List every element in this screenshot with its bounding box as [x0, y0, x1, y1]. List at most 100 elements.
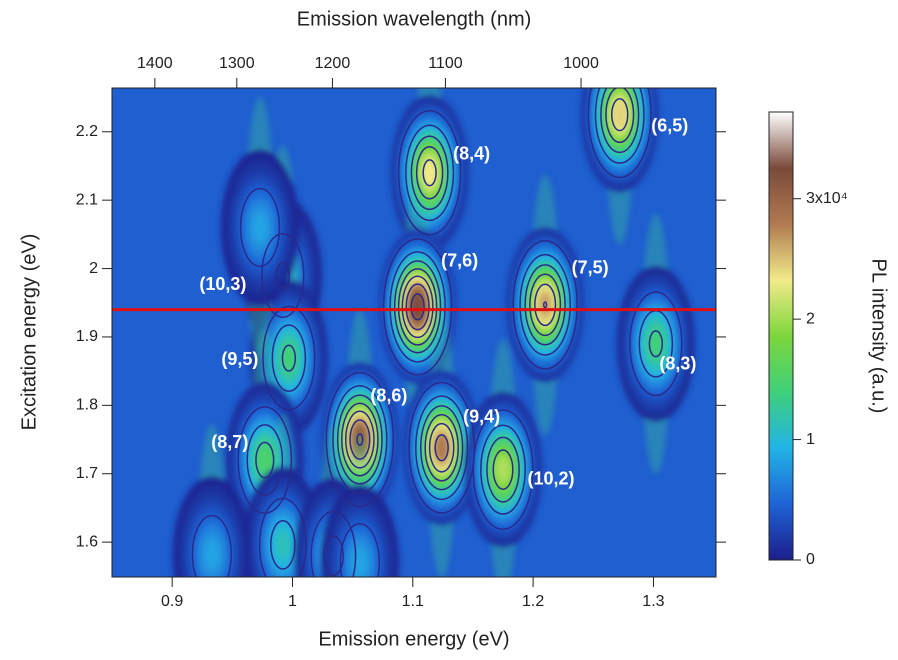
contour	[322, 535, 344, 577]
contour	[408, 381, 476, 514]
y-tick-label: 1.9	[76, 328, 98, 345]
x-tick-label: 1.2	[522, 593, 544, 610]
contour	[410, 135, 449, 211]
contour	[246, 424, 284, 497]
colorbar-tick-label: 1	[806, 431, 815, 448]
contour	[410, 293, 425, 321]
contour	[271, 324, 307, 392]
contour	[524, 264, 566, 346]
peak-label: (10,3)	[199, 274, 246, 294]
x2-axis-label: Emission wavelength (nm)	[297, 8, 532, 30]
contour	[428, 422, 455, 473]
contour	[191, 514, 233, 577]
plot-frame	[111, 87, 717, 578]
contour	[349, 419, 371, 460]
x2-tick-label: 1200	[315, 55, 351, 72]
peak-level	[253, 214, 267, 241]
contour	[611, 97, 629, 132]
peak-level	[613, 102, 627, 128]
peak-label: (6,5)	[651, 115, 688, 135]
peak-label: (7,5)	[572, 258, 609, 278]
contour	[270, 519, 296, 570]
contour	[356, 433, 364, 446]
contour	[472, 409, 534, 530]
y-tick-label: 1.6	[76, 533, 98, 550]
x2-tick-label: 1000	[563, 55, 599, 72]
peak-level	[538, 292, 552, 318]
colorbar-tick-label: 3x10⁴	[806, 190, 848, 207]
x2-tick-label: 1400	[137, 55, 173, 72]
contour	[529, 273, 562, 337]
y-tick-label: 2.1	[76, 191, 98, 208]
y-tick-label: 2	[89, 260, 98, 277]
peak-label: (9,4)	[463, 406, 500, 426]
peak-label: (8,7)	[211, 432, 248, 452]
contour	[393, 260, 442, 354]
contour	[519, 253, 571, 356]
contour	[415, 146, 444, 200]
y-tick-label: 1.7	[76, 465, 98, 482]
contour	[389, 251, 446, 363]
peak-level	[282, 345, 296, 371]
contour	[587, 88, 652, 179]
contour	[405, 283, 430, 331]
contour	[594, 88, 645, 164]
peak-level	[649, 331, 663, 357]
contour	[542, 301, 548, 309]
peak-level	[496, 457, 510, 483]
contour	[480, 424, 526, 515]
contour	[434, 434, 449, 462]
contour	[512, 240, 578, 370]
contour	[534, 283, 557, 327]
x2-tick-label: 1100	[428, 55, 463, 72]
contour	[422, 159, 437, 187]
peak-label: (8,4)	[453, 144, 490, 164]
contour	[281, 344, 297, 372]
peak	[172, 424, 252, 577]
contour	[344, 410, 375, 469]
contour	[401, 275, 434, 339]
colorbar	[768, 111, 794, 561]
contour	[405, 124, 455, 222]
x-tick-label: 1	[288, 593, 297, 610]
contour	[332, 384, 388, 495]
x-tick-label: 1.1	[402, 593, 424, 610]
contour	[382, 238, 453, 376]
peak-level	[423, 160, 436, 186]
contour	[310, 510, 357, 577]
contour	[415, 395, 469, 501]
y-tick-label: 1.8	[76, 397, 98, 414]
contour	[424, 413, 459, 482]
x2-tick-label: 1300	[219, 55, 255, 72]
contour	[648, 330, 664, 358]
contour	[325, 371, 395, 508]
contour	[341, 402, 379, 477]
peak	[616, 213, 696, 474]
x-tick-label: 1.3	[642, 593, 664, 610]
contour	[486, 436, 520, 503]
peak-label: (7,6)	[441, 251, 478, 271]
colorbar-tick-label: 0	[806, 551, 815, 568]
peak-level	[258, 447, 272, 473]
contour	[262, 305, 316, 411]
contour	[336, 394, 383, 485]
contour	[255, 441, 275, 479]
contour	[237, 406, 293, 514]
x-tick-label: 0.9	[161, 593, 183, 610]
contour	[261, 232, 305, 318]
peak-level	[411, 294, 424, 320]
x-axis-label: Emission energy (eV)	[318, 628, 509, 650]
peak	[505, 174, 585, 435]
peak-label: (8,6)	[370, 385, 407, 405]
contour	[239, 187, 281, 268]
peak-label: (10,2)	[528, 468, 575, 488]
contour-layer	[191, 88, 683, 577]
contour	[275, 261, 291, 290]
colorbar-label: PL intensity (a.u.)	[868, 259, 890, 414]
contour	[339, 523, 381, 577]
contour	[258, 497, 307, 577]
contour	[605, 88, 635, 144]
y-tick-label: 2.2	[76, 123, 98, 140]
colorbar-tick-label: 2	[806, 310, 815, 327]
